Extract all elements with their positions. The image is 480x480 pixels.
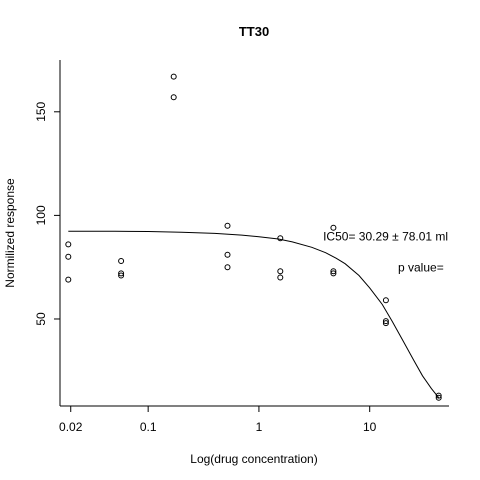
- chart-title: TT30: [239, 24, 269, 39]
- y-tick-label: 50: [34, 312, 48, 326]
- y-axis-ticks: 50 100 150: [34, 101, 60, 326]
- x-tick-label: 0.02: [59, 420, 83, 434]
- fit-curve-line: [68, 230, 440, 399]
- data-point: [330, 224, 337, 231]
- data-point: [277, 235, 284, 242]
- data-point: [224, 264, 231, 271]
- data-point: [65, 241, 72, 248]
- data-point: [224, 222, 231, 229]
- data-point: [382, 297, 389, 304]
- annotation-ic50: IC50= 30.29 ± 78.01 ml: [323, 229, 448, 243]
- x-axis-label: Log(drug concentration): [190, 452, 317, 466]
- y-tick-label: 150: [34, 101, 48, 121]
- data-point: [435, 394, 442, 401]
- data-point: [224, 251, 231, 258]
- chart-annotations: IC50= 30.29 ± 78.01 ml p value=: [323, 229, 448, 274]
- data-point: [382, 318, 389, 325]
- data-point: [277, 274, 284, 281]
- data-point: [330, 268, 337, 275]
- data-point: [170, 94, 177, 101]
- y-axis-label: Normilized response: [3, 178, 17, 288]
- data-point: [382, 320, 389, 327]
- data-point: [65, 253, 72, 260]
- data-point: [277, 268, 284, 275]
- data-point: [330, 270, 337, 277]
- data-point: [170, 73, 177, 80]
- data-point: [65, 276, 72, 283]
- annotation-pvalue: p value=: [398, 260, 444, 274]
- data-point: [118, 258, 125, 264]
- data-point: [118, 270, 125, 277]
- data-point: [435, 392, 442, 399]
- y-tick-label: 100: [34, 205, 48, 225]
- x-tick-label: 0.1: [140, 420, 157, 434]
- x-tick-label: 10: [363, 420, 377, 434]
- x-tick-label: 1: [256, 420, 263, 434]
- x-axis-ticks: 0.02 0.1 1 10: [59, 406, 377, 434]
- data-points: [65, 73, 442, 401]
- data-point: [118, 272, 125, 279]
- plot-frame: [59, 60, 449, 407]
